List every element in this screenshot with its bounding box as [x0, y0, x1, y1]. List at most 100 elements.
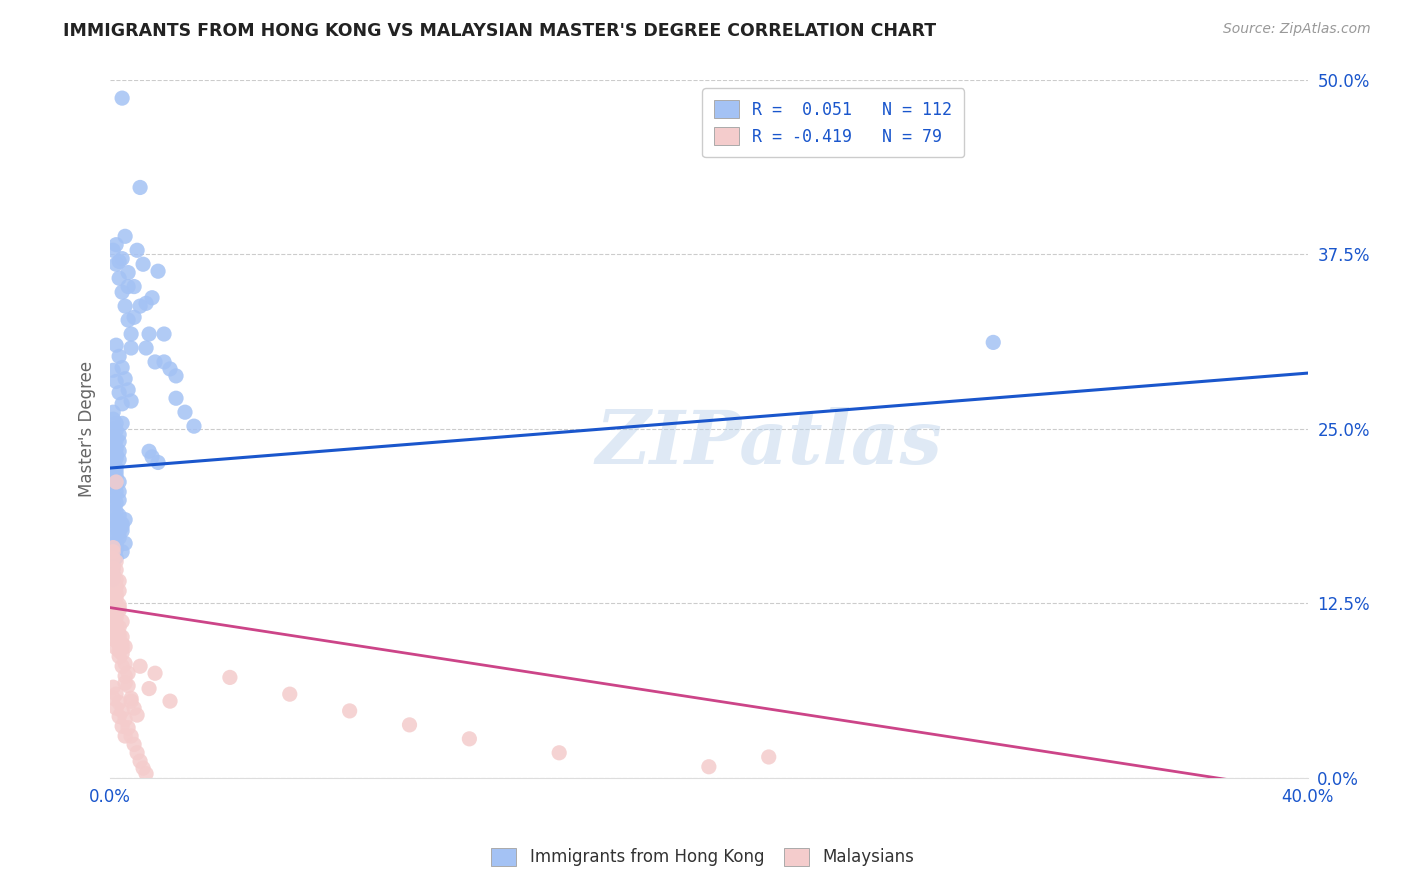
Point — [165, 391, 187, 405]
Point — [111, 417, 134, 431]
Point — [111, 397, 134, 411]
Point — [105, 580, 128, 594]
Point — [108, 508, 131, 523]
Point — [138, 681, 160, 696]
Point — [146, 455, 169, 469]
Point — [108, 574, 131, 588]
Point — [111, 641, 134, 656]
Point — [101, 558, 124, 573]
Point — [105, 627, 128, 641]
Point — [120, 326, 142, 341]
Point — [129, 754, 152, 768]
Point — [114, 299, 136, 313]
Point — [697, 760, 720, 774]
Point — [101, 590, 124, 604]
Point — [101, 580, 124, 594]
Point — [138, 326, 160, 341]
Point — [458, 731, 481, 746]
Point — [108, 600, 131, 615]
Point — [105, 617, 128, 632]
Point — [111, 647, 134, 661]
Point — [219, 670, 242, 684]
Point — [105, 423, 128, 437]
Point — [105, 519, 128, 533]
Point — [101, 514, 124, 528]
Point — [108, 709, 131, 723]
Point — [111, 637, 134, 651]
Point — [105, 610, 128, 624]
Point — [101, 458, 124, 473]
Point — [101, 575, 124, 590]
Point — [143, 355, 166, 369]
Point — [120, 394, 142, 409]
Point — [101, 545, 124, 559]
Point — [122, 279, 145, 293]
Point — [108, 385, 131, 400]
Y-axis label: Master's Degree: Master's Degree — [79, 361, 96, 497]
Text: Source: ZipAtlas.com: Source: ZipAtlas.com — [1223, 22, 1371, 37]
Point — [114, 729, 136, 743]
Point — [108, 531, 131, 545]
Legend: Immigrants from Hong Kong, Malaysians: Immigrants from Hong Kong, Malaysians — [485, 841, 921, 873]
Point — [153, 355, 176, 369]
Point — [101, 600, 124, 615]
Point — [141, 291, 163, 305]
Point — [138, 444, 160, 458]
Point — [108, 649, 131, 664]
Point — [101, 405, 124, 419]
Point — [105, 417, 128, 431]
Point — [101, 551, 124, 566]
Point — [108, 427, 131, 442]
Point — [105, 514, 128, 528]
Point — [101, 612, 124, 626]
Point — [108, 452, 131, 467]
Point — [129, 659, 152, 673]
Point — [101, 553, 124, 567]
Point — [111, 659, 134, 673]
Point — [101, 573, 124, 587]
Point — [339, 704, 361, 718]
Point — [114, 676, 136, 690]
Point — [105, 469, 128, 483]
Point — [101, 531, 124, 545]
Legend: R =  0.051   N = 112, R = -0.419   N = 79: R = 0.051 N = 112, R = -0.419 N = 79 — [702, 88, 965, 157]
Point — [758, 750, 780, 764]
Point — [120, 729, 142, 743]
Point — [105, 641, 128, 656]
Point — [117, 279, 139, 293]
Point — [101, 568, 124, 582]
Point — [111, 719, 134, 733]
Point — [105, 504, 128, 518]
Point — [111, 252, 134, 266]
Point — [101, 561, 124, 575]
Point — [135, 296, 157, 310]
Point — [108, 475, 131, 489]
Point — [101, 430, 124, 444]
Point — [111, 516, 134, 531]
Point — [101, 617, 124, 632]
Point — [108, 484, 131, 499]
Point — [108, 434, 131, 449]
Point — [105, 442, 128, 456]
Point — [114, 712, 136, 726]
Point — [105, 687, 128, 701]
Point — [122, 310, 145, 325]
Point — [183, 419, 205, 434]
Point — [120, 694, 142, 708]
Point — [101, 561, 124, 575]
Point — [108, 627, 131, 641]
Point — [165, 368, 187, 383]
Point — [108, 620, 131, 634]
Point — [111, 704, 134, 718]
Point — [108, 493, 131, 508]
Point — [101, 624, 124, 639]
Point — [105, 375, 128, 389]
Point — [101, 450, 124, 464]
Point — [108, 254, 131, 268]
Point — [105, 484, 128, 499]
Point — [108, 696, 131, 710]
Point — [114, 513, 136, 527]
Point — [101, 436, 124, 450]
Point — [108, 350, 131, 364]
Point — [101, 422, 124, 436]
